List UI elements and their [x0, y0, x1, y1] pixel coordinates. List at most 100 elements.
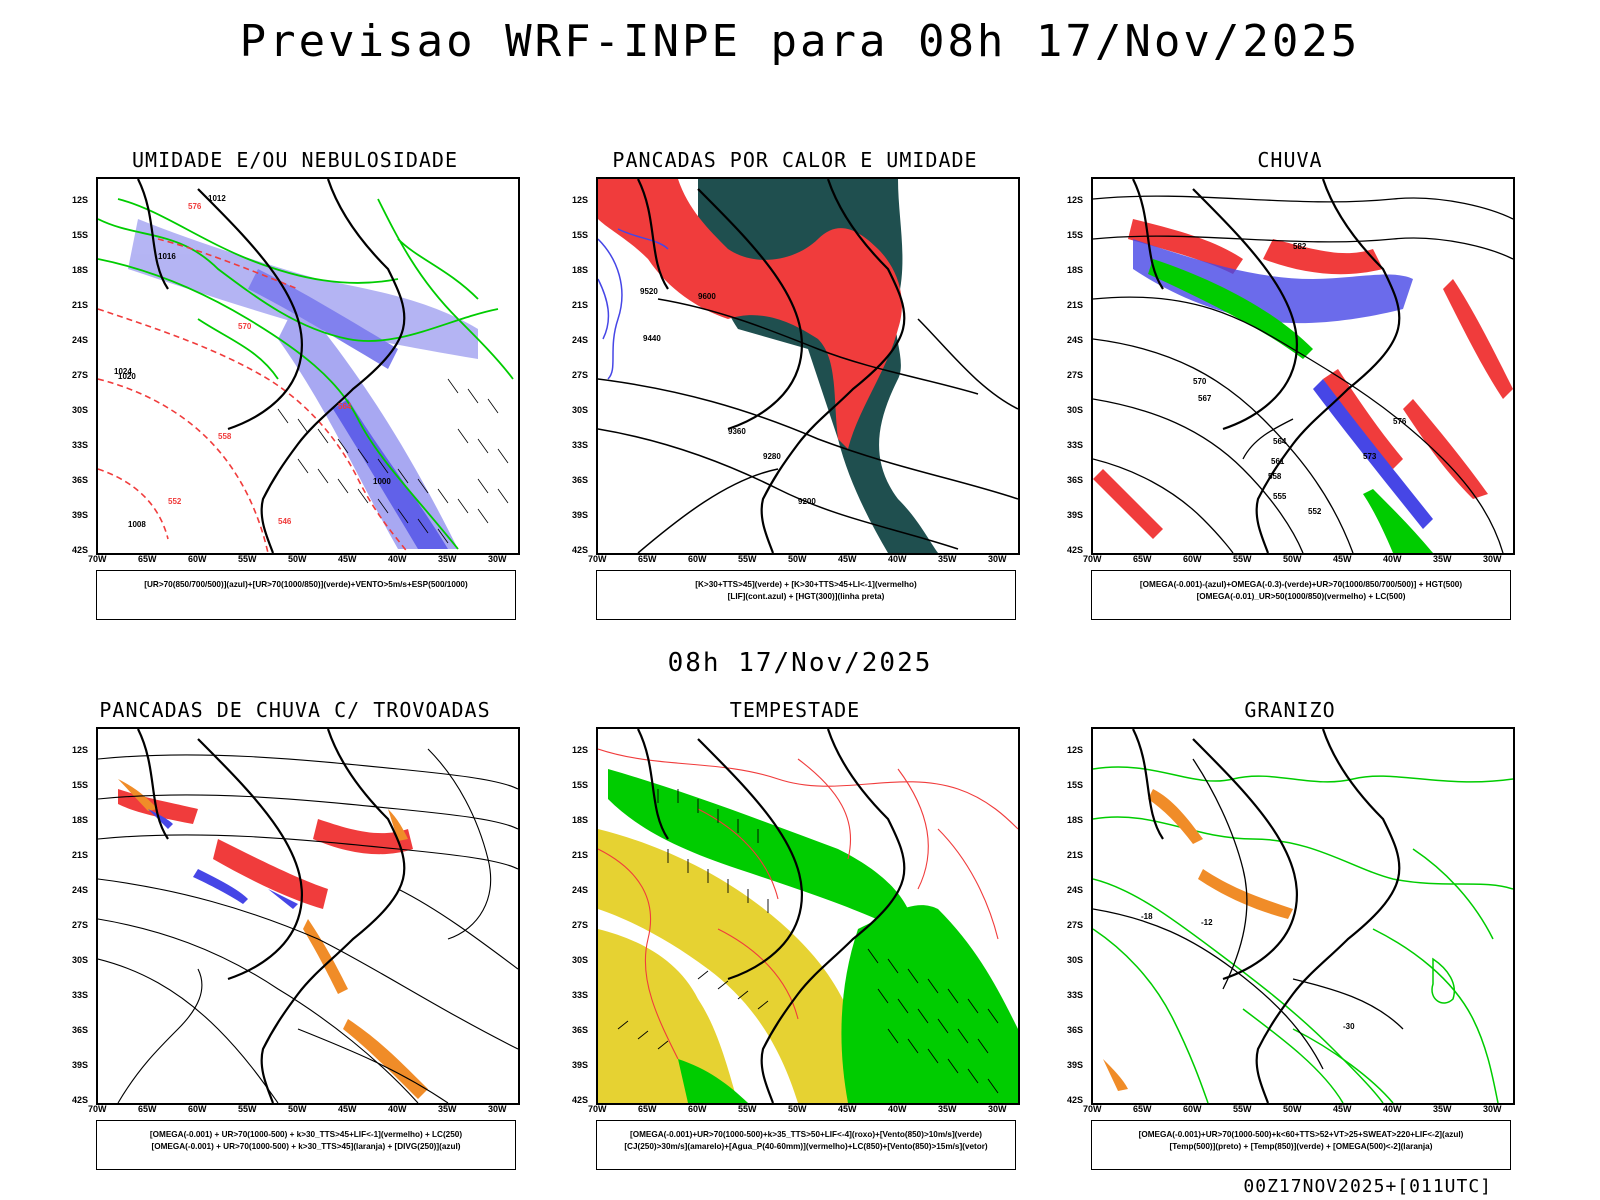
svg-text:-12: -12: [1201, 918, 1213, 927]
panel-title-trovoadas: PANCADAS DE CHUVA C/ TROVOADAS: [99, 698, 491, 722]
lat-tick-label: 42S: [572, 1095, 589, 1105]
lat-tick-label: 27S: [572, 920, 589, 930]
lat-tick-label: 36S: [572, 475, 589, 485]
lon-tick-label: 35W: [438, 1104, 457, 1114]
lat-tick-label: 39S: [72, 1060, 89, 1070]
lat-tick-label: 27S: [1067, 920, 1084, 930]
lon-tick-label: 60W: [1183, 554, 1202, 564]
streamlines: [98, 748, 518, 1103]
lat-tick-label: 36S: [1067, 475, 1084, 485]
coastline: [1132, 729, 1401, 1103]
svg-text:9280: 9280: [763, 452, 781, 461]
wind850-green: [608, 769, 1018, 1103]
lon-tick-label: 65W: [138, 554, 157, 564]
legend-umidade: [UR>70(850/700/500)](azul)+[UR>70(1000/8…: [96, 570, 516, 620]
lat-tick-label: 24S: [1067, 335, 1084, 345]
jet-yellow: [598, 829, 878, 1103]
svg-text:-30: -30: [1343, 1022, 1355, 1031]
lon-tick-label: 55W: [238, 1104, 257, 1114]
lat-tick-label: 30S: [572, 405, 589, 415]
lat-tick-label: 33S: [72, 440, 89, 450]
map-umidade: 1012 1016 1020 1024 1008 1000 576 570 56…: [96, 177, 520, 555]
lat-tick-label: 15S: [572, 780, 589, 790]
lat-tick-label: 36S: [572, 1025, 589, 1035]
hgt300-contours: [598, 298, 1018, 553]
lat-tick-label: 18S: [1067, 265, 1084, 275]
lon-tick-label: 70W: [88, 554, 107, 564]
lon-tick-label: 30W: [488, 1104, 507, 1114]
legend-pancadas-calor: [K>30+TTS>45](verde) + [K>30+TTS>45+LI<-…: [596, 570, 1016, 620]
lon-tick-label: 55W: [1233, 1104, 1252, 1114]
legend-granizo: [OMEGA(-0.001)+UR>70(1000-500)+k<60+TTS>…: [1091, 1120, 1511, 1170]
lat-tick-label: 33S: [1067, 440, 1084, 450]
pressure-labels: 1012 1016 1020 1024 1008 1000 576 570 56…: [114, 194, 391, 529]
green-rain-band: [1148, 259, 1433, 553]
lat-tick-label: 18S: [72, 265, 89, 275]
lon-tick-label: 40W: [388, 1104, 407, 1114]
lat-tick-label: 27S: [72, 370, 89, 380]
lat-tick-label: 12S: [1067, 745, 1084, 755]
red-area: [598, 179, 902, 449]
wind-vectors: [617, 789, 999, 1094]
lat-tick-label: 15S: [1067, 780, 1084, 790]
lon-tick-label: 65W: [138, 1104, 157, 1114]
lat-tick-label: 33S: [572, 990, 589, 1000]
lat-tick-label: 12S: [1067, 195, 1084, 205]
svg-text:555: 555: [1273, 492, 1287, 501]
lon-tick-label: 40W: [888, 554, 907, 564]
map-granizo: -18 -12 -30: [1091, 727, 1515, 1105]
lon-tick-label: 35W: [1433, 1104, 1452, 1114]
lon-tick-label: 55W: [238, 554, 257, 564]
lon-tick-label: 55W: [738, 1104, 757, 1114]
map-tempestade: [596, 727, 1020, 1105]
svg-text:558: 558: [218, 432, 232, 441]
panel-title-umidade: UMIDADE E/OU NEBULOSIDADE: [131, 148, 459, 172]
lat-tick-label: 18S: [72, 815, 89, 825]
lon-tick-label: 50W: [288, 1104, 307, 1114]
lat-tick-label: 15S: [572, 230, 589, 240]
svg-text:570: 570: [238, 322, 252, 331]
divergence-blue: [148, 809, 298, 909]
coastline: [1132, 179, 1401, 553]
lat-tick-label: 33S: [1067, 990, 1084, 1000]
blue-rain-band: [1133, 239, 1433, 529]
lat-tick-label: 27S: [572, 370, 589, 380]
lon-tick-label: 45W: [838, 554, 857, 564]
svg-text:1000: 1000: [373, 477, 391, 486]
lon-tick-label: 40W: [1383, 554, 1402, 564]
lat-tick-label: 42S: [72, 545, 89, 555]
lon-tick-label: 30W: [988, 554, 1007, 564]
lat-tick-label: 39S: [572, 1060, 589, 1070]
lat-tick-label: 33S: [72, 990, 89, 1000]
lat-tick-label: 15S: [72, 780, 89, 790]
svg-text:576: 576: [1393, 417, 1407, 426]
lc850-red: [598, 748, 1018, 1060]
lon-tick-label: 60W: [188, 1104, 207, 1114]
lon-tick-label: 65W: [638, 554, 657, 564]
lat-tick-label: 39S: [1067, 1060, 1084, 1070]
svg-text:9600: 9600: [698, 292, 716, 301]
lon-tick-label: 60W: [1183, 1104, 1202, 1114]
lat-tick-label: 42S: [72, 1095, 89, 1105]
lat-tick-label: 21S: [1067, 300, 1084, 310]
temp500-black: [1093, 758, 1404, 1070]
lat-tick-label: 24S: [72, 335, 89, 345]
lon-tick-label: 30W: [988, 1104, 1007, 1114]
svg-text:1016: 1016: [158, 252, 176, 261]
lat-tick-label: 39S: [572, 510, 589, 520]
lat-tick-label: 42S: [1067, 545, 1084, 555]
lat-tick-label: 21S: [72, 300, 89, 310]
map-pancadas-calor: 9600 9520 9440 9360 9280 9200: [596, 177, 1020, 555]
panel-title-granizo: GRANIZO: [1244, 698, 1336, 722]
lat-tick-label: 30S: [1067, 405, 1084, 415]
lat-tick-label: 42S: [1067, 1095, 1084, 1105]
lif-blue-contours: [598, 228, 669, 380]
coastline: [637, 729, 906, 1103]
hgt500-contours: [1093, 195, 1513, 553]
panel-title-tempestade: TEMPESTADE: [729, 698, 861, 722]
lat-tick-label: 36S: [1067, 1025, 1084, 1035]
lon-tick-label: 50W: [288, 554, 307, 564]
lat-tick-label: 27S: [1067, 370, 1084, 380]
lat-tick-label: 12S: [572, 745, 589, 755]
svg-text:9440: 9440: [643, 334, 661, 343]
